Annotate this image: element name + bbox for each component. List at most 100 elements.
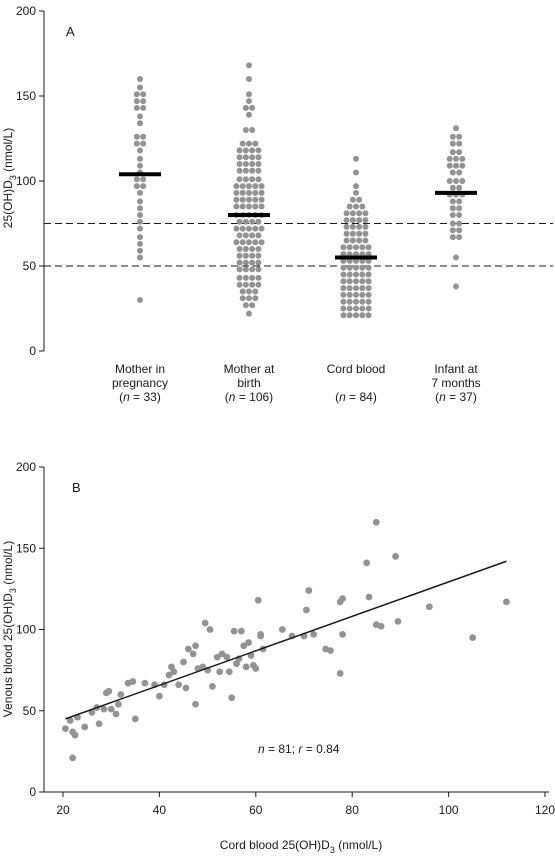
panel-a-data-point [133, 98, 140, 105]
panel-a-data-point [456, 133, 463, 140]
panel-a-data-point [453, 283, 459, 290]
panel-a-data-point [365, 271, 372, 278]
panel-b-data-point [141, 679, 149, 687]
panel-a-data-point [249, 167, 256, 174]
panel-a-data-point [246, 288, 252, 295]
panel-a-y-tick-label: 100 [16, 174, 36, 188]
panel-a-data-point [456, 220, 463, 227]
panel-b-data-point [180, 658, 187, 666]
panel-a-data-point [340, 285, 347, 292]
panel-a-data-point [343, 230, 350, 237]
panel-b-data-point [240, 642, 248, 650]
panel-a-data-point [365, 298, 372, 305]
panel-b-x-tick-label: 40 [153, 803, 167, 817]
panel-a-data-point [242, 147, 249, 154]
panel-a-data-point [252, 196, 259, 203]
panel-a-y-tick-label: 50 [23, 259, 37, 273]
panel-a-data-point [239, 196, 246, 203]
panel-b-data-point [394, 617, 402, 625]
panel-a-data-point [255, 246, 262, 252]
panel-a-data-point [246, 310, 252, 317]
panel-a-data-point [242, 266, 249, 273]
panel-a-data-point [356, 196, 363, 203]
panel-a-data-point [239, 295, 246, 302]
panel-a-data-point [242, 104, 249, 111]
panel-b-x-axis-label: Cord blood 25(OH)D3 (nmol/L) [220, 838, 382, 855]
panel-a-data-point [365, 264, 372, 271]
panel-a-data-point [255, 232, 262, 239]
panel-a-data-point [137, 240, 143, 247]
panel-a-data-point [346, 203, 353, 210]
panel-a-data-point [365, 312, 372, 319]
panel-a-data-point [258, 225, 265, 232]
panel-a-data-point [242, 274, 249, 281]
panel-a-data-point [362, 223, 369, 230]
panel-a-data-point [356, 230, 363, 237]
panel-a-data-point [255, 252, 262, 259]
panel-b-data-point [339, 630, 346, 638]
panel-a-data-point [242, 161, 249, 167]
panel-a-data-point [349, 210, 356, 217]
panel-b-data-point [156, 692, 163, 700]
panel-a-data-point [365, 244, 372, 251]
panel-a-data-point [449, 212, 456, 218]
panel-b-data-point [303, 606, 310, 614]
panel-b-data-point [107, 705, 115, 713]
panel-b-data-point [245, 639, 252, 646]
panel-a-data-point [255, 167, 262, 174]
panel-a-category-label: Infant at [434, 362, 478, 376]
panel-a-data-point [258, 196, 265, 203]
panel-a-data-point [242, 127, 249, 133]
panel-a-data-point [140, 133, 147, 140]
panel-a-data-point [246, 295, 252, 302]
panel-a-data-point [242, 154, 249, 161]
panel-a-data-point [453, 125, 459, 132]
panel-a-data-point [242, 281, 249, 288]
panel-a-data-point [258, 189, 265, 196]
panel-a-data-point [255, 176, 262, 183]
panel-a-data-point [246, 183, 252, 190]
panel-b-data-point [228, 694, 236, 702]
panel-a-data-point [239, 189, 246, 196]
panel-a-data-point [140, 183, 147, 190]
panel-a-data-point [343, 223, 350, 230]
panel-a-data-point [343, 237, 350, 244]
panel-a-data-point [456, 198, 463, 205]
panel-a-data-point [242, 167, 249, 174]
panel-b-data-point [230, 627, 238, 635]
panel-a-data-point [362, 237, 369, 244]
panel-a-data-point [359, 203, 366, 210]
panel-a-data-point [246, 189, 252, 196]
panel-a-data-point [242, 259, 249, 266]
panel-a-data-point [140, 140, 147, 147]
panel-a-data-point [233, 183, 240, 190]
panel-a-letter: A [66, 24, 75, 39]
panel-a-data-point [255, 274, 262, 281]
panel-b-data-point [372, 621, 380, 629]
panel-a-data-point [353, 285, 359, 292]
panel-a-data-point [356, 223, 363, 230]
panel-a: A 25(OH)D3 (nmol/L) 0 50 100 150 200 Mother i… [1, 4, 553, 404]
panel-a-data-point [346, 271, 353, 278]
panel-a-data-point [236, 161, 243, 167]
panel-a-data-point [242, 302, 249, 309]
panel-a-data-point [249, 274, 256, 281]
panel-a-data-point [340, 305, 347, 312]
panel-a-data-point [255, 161, 262, 167]
panel-a-data-point [249, 154, 256, 161]
panel-a-data-point [246, 62, 252, 69]
panel-a-data-point [233, 203, 240, 210]
panel-a-category-label: 7 months [431, 376, 480, 390]
panel-a-data-point [255, 218, 262, 225]
panel-a-data-point [239, 288, 246, 295]
panel-b-x-tick-label: 60 [249, 803, 263, 817]
panel-a-data-point [252, 183, 259, 190]
panel-b-data-point [105, 687, 113, 695]
panel-b-data-point [336, 669, 344, 677]
panel-b-data-point [218, 650, 226, 658]
panel-a-data-point [239, 203, 246, 210]
panel-a-data-point [137, 234, 143, 241]
panel-b-annotation: n = 81; r = 0.84 [258, 742, 340, 756]
panel-a-data-point [359, 285, 366, 292]
panel-a-data-point [236, 281, 243, 288]
